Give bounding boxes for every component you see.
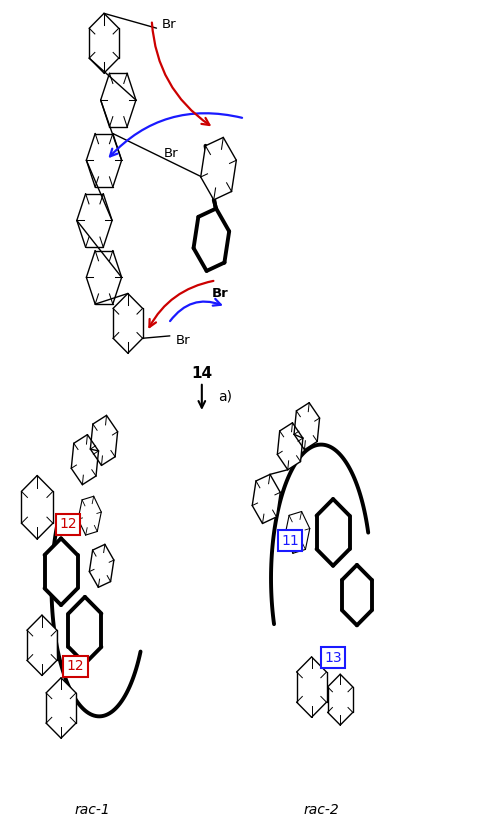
Polygon shape: [22, 476, 53, 539]
Polygon shape: [328, 675, 353, 725]
Polygon shape: [317, 499, 349, 565]
Text: rac-1: rac-1: [74, 803, 110, 816]
Text: 14: 14: [191, 366, 212, 381]
Polygon shape: [342, 565, 372, 625]
Polygon shape: [285, 512, 310, 553]
Polygon shape: [86, 251, 121, 304]
Polygon shape: [89, 13, 119, 73]
Text: Br: Br: [176, 334, 190, 347]
Text: a): a): [218, 390, 232, 404]
Text: Br: Br: [161, 18, 176, 31]
Polygon shape: [277, 423, 303, 470]
Polygon shape: [86, 133, 121, 187]
Polygon shape: [71, 435, 98, 485]
Polygon shape: [78, 496, 101, 535]
Polygon shape: [252, 474, 280, 524]
Polygon shape: [297, 657, 326, 717]
Polygon shape: [46, 678, 76, 738]
Polygon shape: [69, 597, 101, 664]
Polygon shape: [294, 403, 320, 450]
Text: 12: 12: [60, 517, 77, 531]
Polygon shape: [201, 138, 236, 200]
Polygon shape: [27, 615, 57, 675]
Polygon shape: [113, 294, 143, 353]
Text: Br: Br: [211, 287, 228, 300]
Polygon shape: [45, 539, 78, 605]
Polygon shape: [77, 194, 112, 248]
Text: Br: Br: [163, 147, 178, 160]
Text: rac-2: rac-2: [303, 803, 339, 816]
Polygon shape: [101, 73, 136, 127]
Text: 13: 13: [324, 651, 342, 664]
Text: 11: 11: [281, 534, 299, 548]
Text: 12: 12: [67, 659, 84, 673]
Polygon shape: [90, 415, 118, 466]
Polygon shape: [193, 209, 229, 271]
Polygon shape: [89, 545, 114, 587]
